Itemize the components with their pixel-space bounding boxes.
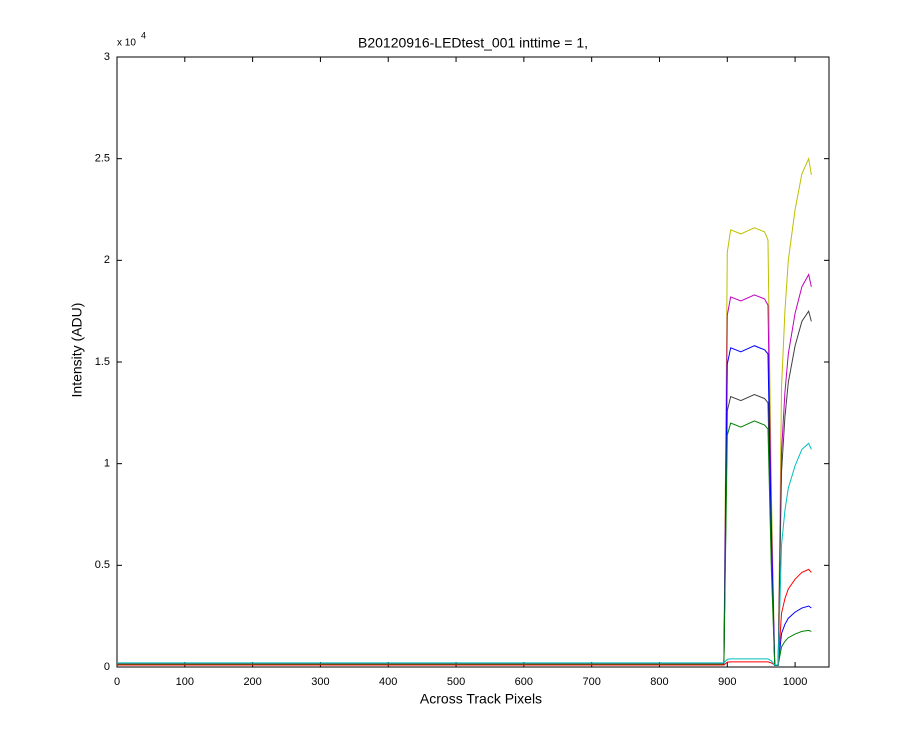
y-axis-label: Intensity (ADU): [69, 303, 85, 398]
series-line: [117, 568, 812, 666]
y-multiplier-exponent: 4: [141, 30, 146, 40]
y-multiplier: x 10: [117, 38, 136, 49]
series-line: [117, 442, 812, 666]
y-tick-label: 2.5: [95, 153, 110, 165]
x-axis-label: Across Track Pixels: [420, 691, 542, 707]
x-tick-label: 500: [447, 676, 465, 688]
x-tick-label: 600: [515, 676, 533, 688]
chart-title: B20120916-LEDtest_001 inttime = 1,: [358, 35, 588, 51]
axes-box: [116, 56, 830, 668]
x-tick-label: 900: [718, 676, 736, 688]
x-tick-label: 100: [176, 676, 194, 688]
y-tick-label: 0: [104, 661, 110, 673]
x-tick-label: 700: [582, 676, 600, 688]
y-tick-label: 1.5: [95, 356, 110, 368]
series-line: [117, 309, 812, 666]
x-tick-label: 300: [311, 676, 329, 688]
x-tick-label: 200: [243, 676, 261, 688]
x-tick-label: 1000: [783, 676, 807, 688]
y-tick-label: 1: [104, 458, 110, 470]
y-tick-label: 2: [104, 254, 110, 266]
y-tick-label: 0.5: [95, 559, 110, 571]
x-tick-label: 0: [114, 676, 120, 688]
x-tick-label: 800: [650, 676, 668, 688]
y-tick-label: 3: [104, 51, 110, 63]
x-tick-label: 400: [379, 676, 397, 688]
